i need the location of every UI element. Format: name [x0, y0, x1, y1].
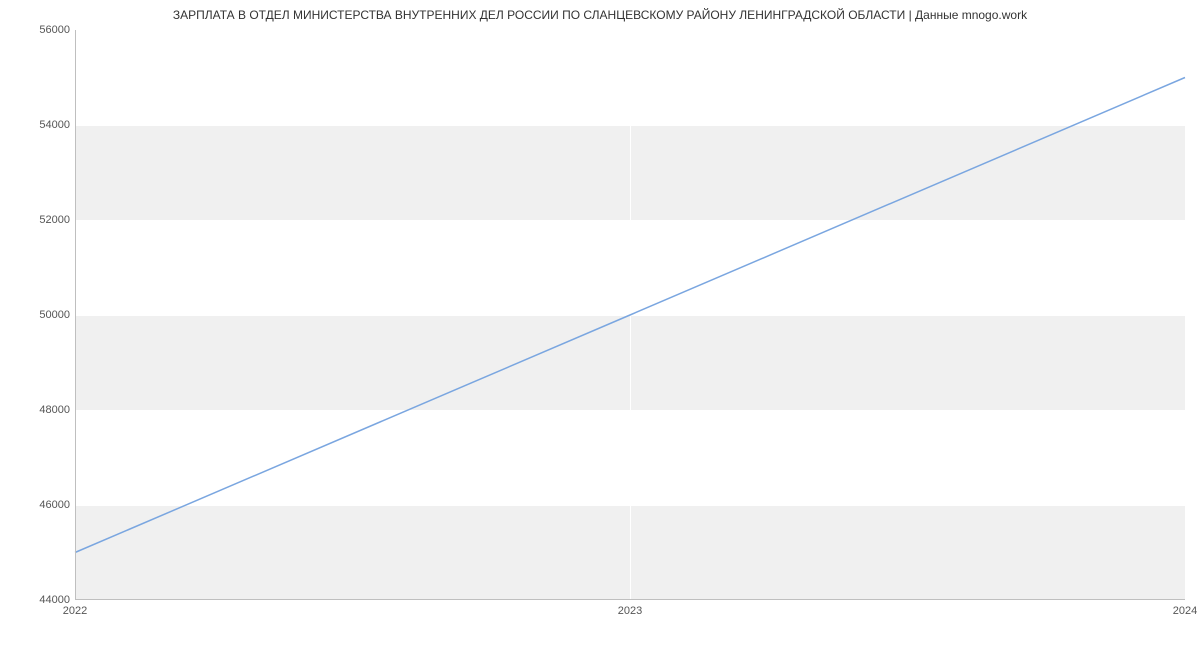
x-tick-label: 2022	[63, 605, 87, 617]
chart-title: ЗАРПЛАТА В ОТДЕЛ МИНИСТЕРСТВА ВНУТРЕННИХ…	[0, 8, 1200, 22]
x-axis-line	[75, 599, 1185, 600]
y-axis-line	[75, 30, 76, 600]
y-tick-label: 52000	[10, 214, 70, 226]
y-tick-label: 54000	[10, 119, 70, 131]
line-layer	[75, 30, 1185, 600]
chart-container: ЗАРПЛАТА В ОТДЕЛ МИНИСТЕРСТВА ВНУТРЕННИХ…	[0, 0, 1200, 650]
grid-line-h	[75, 600, 1185, 601]
y-tick-label: 50000	[10, 309, 70, 321]
x-tick-label: 2024	[1173, 605, 1197, 617]
y-tick-label: 48000	[10, 404, 70, 416]
grid-line-v	[1185, 30, 1186, 600]
y-tick-label: 46000	[10, 499, 70, 511]
plot-area	[75, 30, 1185, 600]
x-tick-label: 2023	[618, 605, 642, 617]
series-line	[75, 78, 1185, 553]
y-tick-label: 56000	[10, 24, 70, 36]
y-tick-label: 44000	[10, 594, 70, 606]
